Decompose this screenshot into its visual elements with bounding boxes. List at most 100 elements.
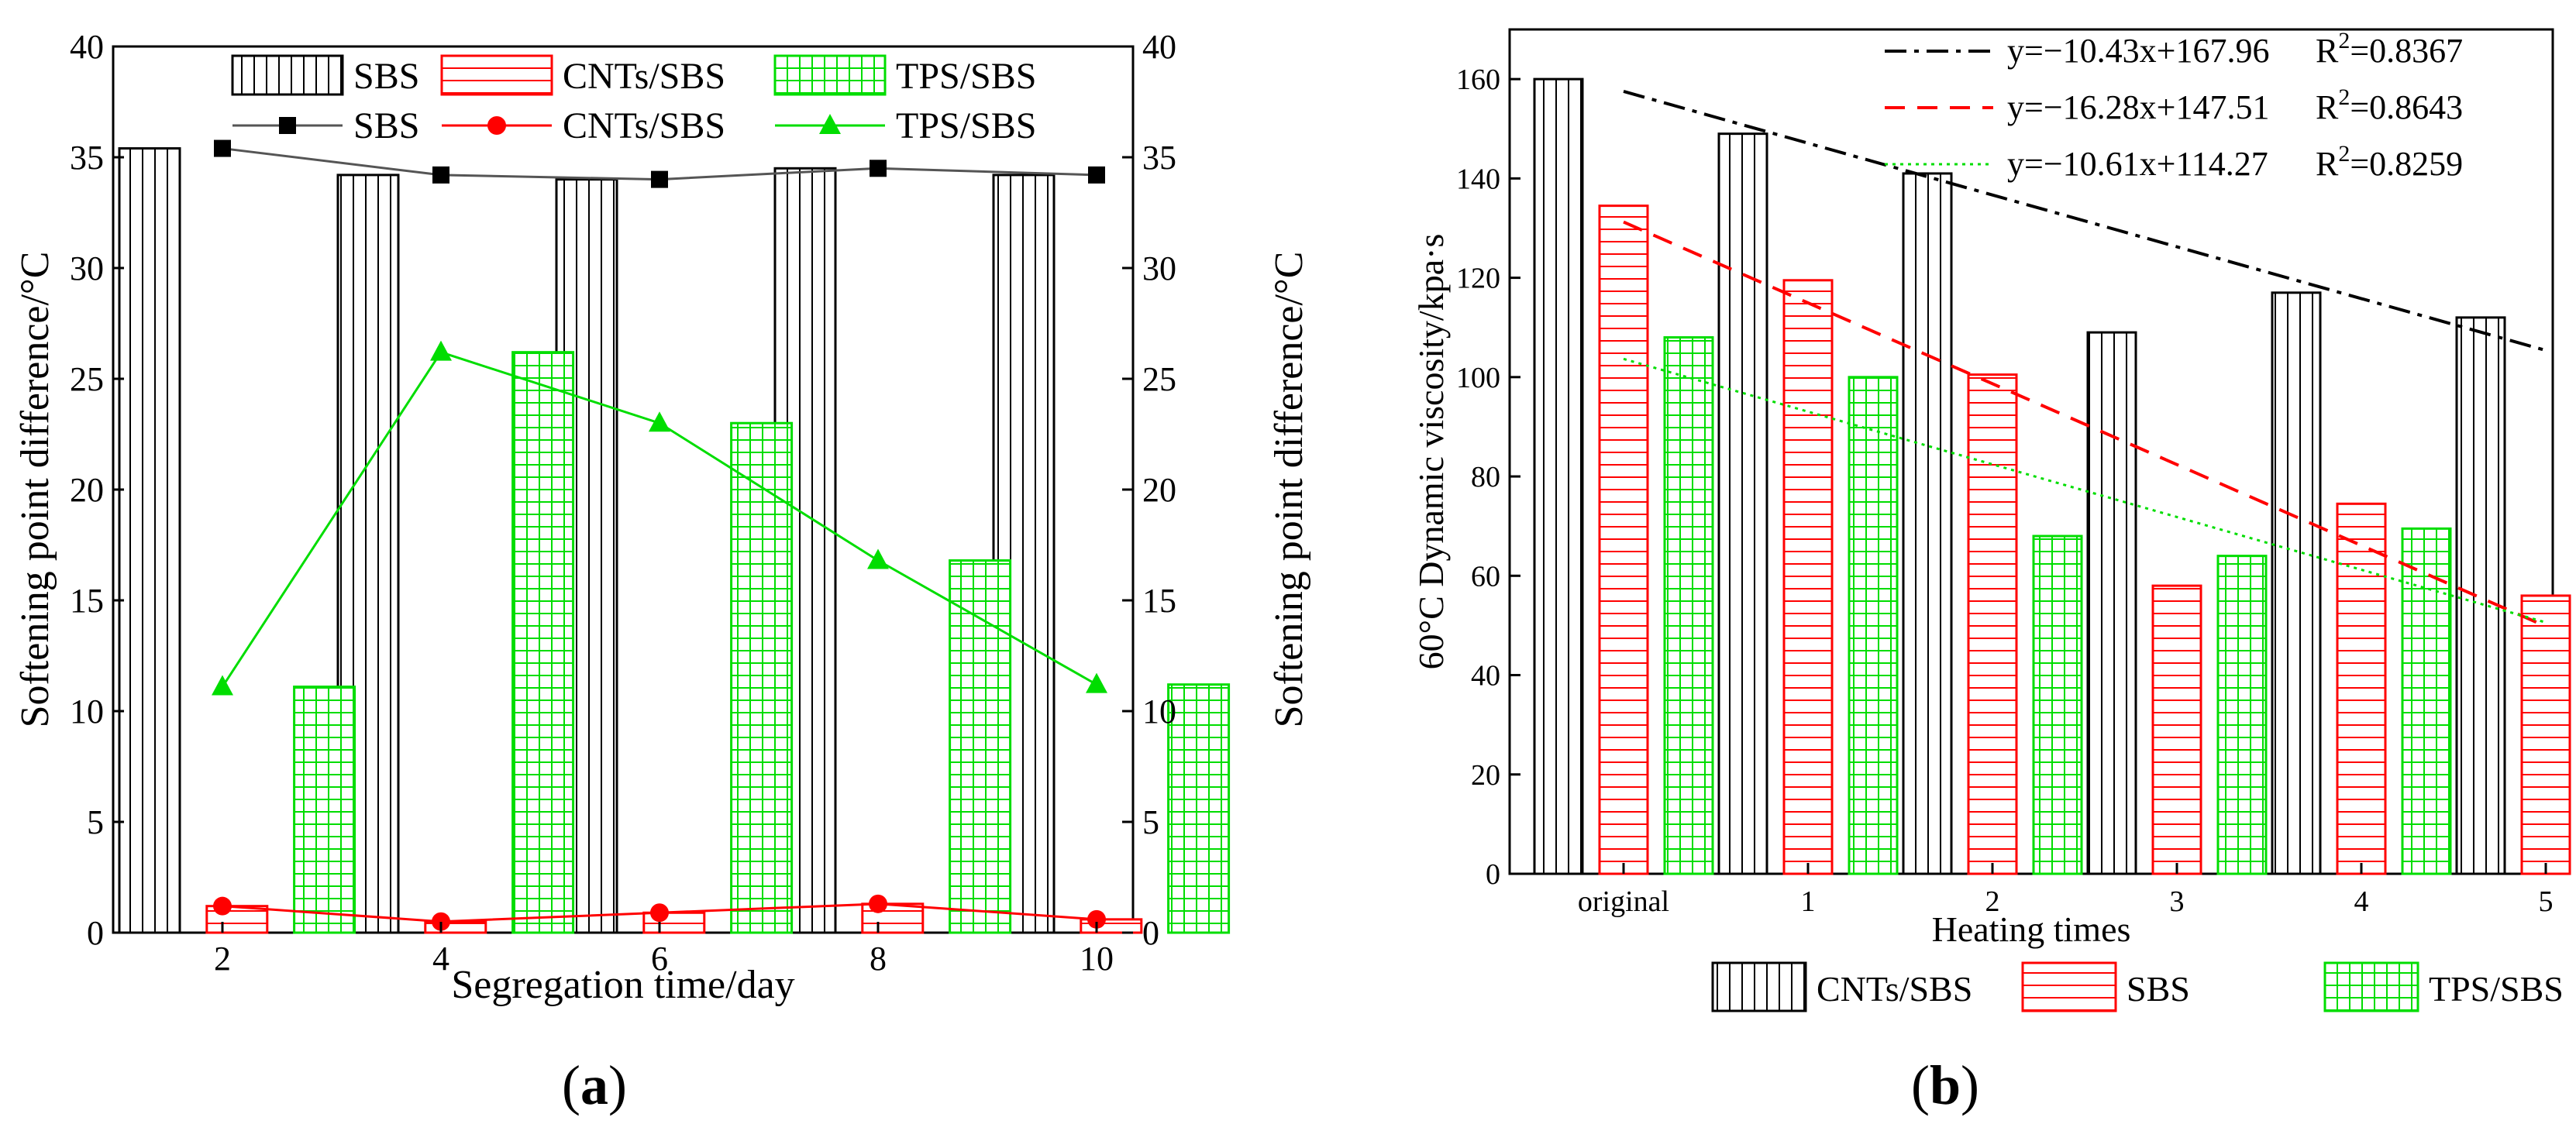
legend-a-bar-swatch <box>231 54 344 96</box>
bar-b-cnts-sbs-1 <box>1717 132 1768 875</box>
x-axis-title-b: Heating times <box>1932 909 2131 949</box>
ytick-label-a-right: 5 <box>1142 803 1159 841</box>
ytick-label-a-left: 10 <box>70 693 104 730</box>
bar-b-cnts-sbs-4 <box>2271 291 2322 875</box>
ytick-label-a-left: 35 <box>70 139 104 177</box>
marker-a-sbs-8 <box>870 160 887 177</box>
legend-b-fit-r2: R2=0.8367 <box>2316 28 2463 70</box>
legend-b-fit-equation: y=−10.61x+114.27 <box>2007 145 2268 183</box>
marker-a-sbs-2 <box>214 139 231 157</box>
ytick-label-a-right: 40 <box>1142 28 1176 66</box>
chart-panel-a: 0 0 5 5 10 10 15 15 20 20 25 25 30 30 35 35 40 40 2 4 6 8 10 Se… <box>13 28 1311 1007</box>
bar-a-tps-sbs-8 <box>949 559 1012 934</box>
plot-frame-b <box>1508 28 2554 875</box>
fit-line-b-cnts-sbs <box>1623 90 2547 352</box>
chart-panel-b: 0 20 40 60 80 100 120 140 160 original 1 2 3 4 5 Heatin… <box>1411 28 2571 1012</box>
ytick-label-b: 120 <box>1456 263 1500 295</box>
xtick-label-a: 6 <box>651 940 668 978</box>
y-axis-title-b: 60°C Dynamic viscosity/kpa·s <box>1411 234 1451 670</box>
legend-a-marker-circle <box>487 116 506 135</box>
legend-b-swatch <box>1711 961 1807 1012</box>
fit-line-b-sbs <box>1623 220 2547 628</box>
legend-a-bar-label: CNTs/SBS <box>563 56 725 97</box>
ytick-label-a-left: 40 <box>70 28 104 66</box>
ytick-label-a-right: 35 <box>1142 139 1176 177</box>
ytick-label-b: 100 <box>1456 362 1500 394</box>
ytick-label-a-right: 25 <box>1142 360 1176 398</box>
ytick-label-b: 40 <box>1471 660 1500 693</box>
bar-b-sbs-2 <box>1967 373 2018 875</box>
xtick-label-b: original <box>1578 885 1669 918</box>
marker-a-tps-sbs-6 <box>649 411 670 432</box>
bar-b-tps-sbs-1 <box>1848 376 1899 875</box>
panel-b-caption: (b) <box>1911 1054 1979 1116</box>
bar-b-cnts-sbs-2 <box>1902 172 1953 875</box>
xtick-label-a: 10 <box>1080 940 1114 978</box>
bar-a-tps-sbs-4 <box>511 351 575 934</box>
marker-a-cnts-sbs-8 <box>869 894 887 913</box>
marker-a-cnts-sbs-4 <box>432 912 450 931</box>
marker-a-sbs-4 <box>432 166 449 184</box>
bar-b-cnts-sbs-original <box>1533 77 1584 875</box>
r2-symbol: R <box>2316 145 2339 183</box>
legend-b-fit-equation: y=−10.43x+167.96 <box>2007 32 2269 70</box>
ytick-label-a-right: 30 <box>1142 249 1176 287</box>
xtick-label-a: 2 <box>214 940 231 978</box>
bar-b-tps-sbs-3 <box>2216 555 2268 875</box>
xtick-label-b: 2 <box>1985 885 2000 918</box>
r2-value: =0.8367 <box>2350 32 2463 70</box>
bar-b-sbs-4 <box>2336 502 2387 875</box>
bar-b-sbs-1 <box>1782 279 1834 875</box>
ytick-label-b: 80 <box>1471 461 1500 493</box>
ytick-label-b: 20 <box>1471 759 1500 792</box>
ytick-label-a-left: 0 <box>87 914 104 952</box>
legend-b-fit-r2: R2=0.8259 <box>2316 141 2463 183</box>
legend-a-line-label: CNTs/SBS <box>563 105 725 146</box>
ytick-label-b: 140 <box>1456 163 1500 195</box>
bar-b-cnts-sbs-5 <box>2455 316 2506 875</box>
legend-b-label: TPS/SBS <box>2429 969 2564 1009</box>
ytick-label-a-right: 10 <box>1142 693 1176 730</box>
panel-a-caption: (a) <box>562 1054 627 1116</box>
legend-a-line-label: SBS <box>353 105 419 146</box>
bar-a-sbs-2 <box>118 147 181 934</box>
legend-a-bar-label: SBS <box>353 56 419 97</box>
y-axis-title-a-left: Softening point difference/°C <box>13 252 57 728</box>
bar-b-cnts-sbs-3 <box>2086 331 2137 875</box>
legend-b-label: SBS <box>2127 969 2190 1009</box>
legend-a-bar-swatch <box>773 54 887 96</box>
bar-b-sbs-original <box>1598 205 1649 875</box>
marker-a-cnts-sbs-6 <box>650 903 669 923</box>
bar-b-sbs-3 <box>2151 584 2202 875</box>
bar-a-tps-sbs-6 <box>730 421 794 934</box>
bar-b-sbs-5 <box>2520 594 2571 875</box>
x-axis-title-a: Segregation time/day <box>451 963 794 1007</box>
legend-b-fit-r2: R2=0.8643 <box>2316 84 2463 126</box>
bar-a-tps-sbs-2 <box>293 686 356 934</box>
r2-value: =0.8259 <box>2350 145 2463 183</box>
xtick-label-b: 4 <box>2354 885 2369 918</box>
marker-a-sbs-10 <box>1088 166 1105 184</box>
bar-b-tps-sbs-original <box>1663 336 1714 875</box>
legend-a-marker-square <box>279 117 296 134</box>
xtick-label-b: 1 <box>1801 885 1816 918</box>
r2-superscript: 2 <box>2338 141 2350 167</box>
bar-b-tps-sbs-4 <box>2401 527 2452 875</box>
marker-a-cnts-sbs-10 <box>1087 909 1106 929</box>
xtick-label-b: 3 <box>2170 885 2185 918</box>
legend-b-swatch <box>2021 961 2117 1012</box>
ytick-label-a-right: 0 <box>1142 914 1159 952</box>
r2-symbol: R <box>2316 32 2339 70</box>
legend-a-marker-triangle <box>819 114 841 134</box>
xtick-label-b: 5 <box>2539 885 2554 918</box>
fit-line-b-tps-sbs <box>1623 357 2547 624</box>
bar-b-tps-sbs-2 <box>2032 535 2083 875</box>
xtick-label-a: 4 <box>432 940 449 978</box>
ytick-label-a-left: 15 <box>70 582 104 620</box>
bar-a-tps-sbs-10 <box>1167 683 1231 934</box>
r2-superscript: 2 <box>2338 28 2350 53</box>
marker-a-tps-sbs-2 <box>212 675 233 696</box>
ytick-label-b: 160 <box>1456 64 1500 96</box>
ytick-label-a-right: 20 <box>1142 471 1176 509</box>
